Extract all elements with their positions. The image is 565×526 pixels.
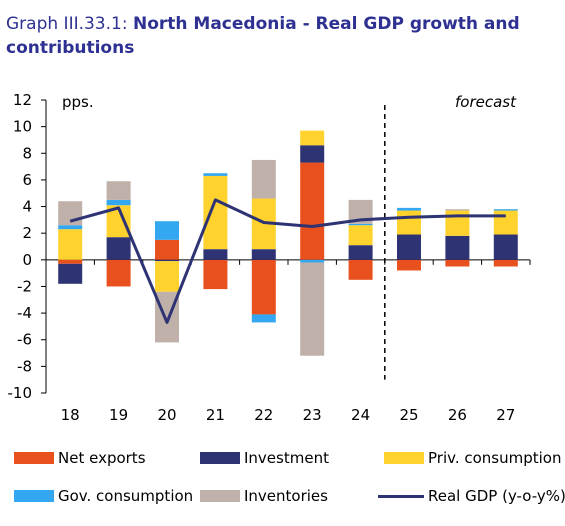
bar-investment bbox=[445, 235, 470, 260]
y-tick-label: 8 bbox=[22, 144, 32, 162]
y-tick-label: -6 bbox=[17, 331, 32, 349]
bar-gov-consumption bbox=[106, 199, 131, 206]
legend-swatch-priv-consumption bbox=[384, 452, 424, 464]
bar-inventories bbox=[300, 262, 325, 356]
y-tick-label: -2 bbox=[17, 277, 32, 295]
bar-investment bbox=[251, 249, 276, 260]
legend-label-priv-consumption: Priv. consumption bbox=[428, 449, 562, 467]
bar-priv-consumption bbox=[397, 210, 421, 235]
bar-gov-consumption bbox=[58, 225, 83, 230]
bar-investment bbox=[58, 263, 83, 284]
bar-gov-consumption bbox=[493, 209, 518, 211]
bar-net-exports bbox=[300, 162, 325, 260]
y-tick-label: -10 bbox=[8, 384, 33, 402]
bar-inventories bbox=[58, 201, 83, 226]
bar-investment bbox=[155, 259, 179, 262]
y-tick-label: -8 bbox=[17, 357, 32, 375]
x-tick-label: 24 bbox=[351, 406, 370, 424]
bar-gov-consumption bbox=[251, 314, 276, 323]
x-tick-label: 21 bbox=[206, 406, 225, 424]
x-tick-label: 18 bbox=[61, 406, 80, 424]
legend-label-investment: Investment bbox=[244, 449, 329, 467]
bar-gov-consumption bbox=[300, 259, 325, 263]
legend-item-inventories: Inventories bbox=[200, 485, 328, 507]
y-tick-label: 4 bbox=[22, 198, 32, 216]
bar-investment bbox=[397, 234, 421, 260]
bar-investment bbox=[106, 237, 131, 260]
legend-label-net-exports: Net exports bbox=[58, 449, 146, 467]
legend-swatch-gov-consumption bbox=[14, 490, 54, 502]
gdp-line-layer bbox=[69, 198, 506, 324]
chart-title: Graph III.33.1: North Macedonia - Real G… bbox=[6, 12, 556, 60]
bar-inventories bbox=[106, 181, 131, 200]
legend-swatch-real-gdp bbox=[378, 494, 424, 498]
bar-priv-consumption bbox=[300, 130, 325, 146]
bar-net-exports bbox=[155, 239, 179, 260]
real-gdp-line bbox=[69, 198, 506, 324]
x-tick-label: 22 bbox=[254, 406, 273, 424]
legend-item-priv-consumption: Priv. consumption bbox=[384, 447, 561, 469]
bar-investment bbox=[300, 145, 325, 163]
y-tick-label: 0 bbox=[22, 251, 32, 269]
bar-priv-consumption bbox=[493, 210, 518, 235]
legend-swatch-net-exports bbox=[14, 452, 54, 464]
legend-item-investment: Investment bbox=[200, 447, 329, 469]
bar-priv-consumption bbox=[203, 175, 228, 250]
y-tick-label: -4 bbox=[17, 304, 32, 322]
bar-priv-consumption bbox=[348, 225, 373, 246]
bar-net-exports bbox=[348, 259, 373, 280]
bar-net-exports bbox=[251, 259, 276, 315]
bar-gov-consumption bbox=[155, 221, 179, 240]
bar-investment bbox=[348, 245, 373, 260]
bar-investment bbox=[493, 234, 518, 260]
bar-priv-consumption bbox=[155, 261, 179, 292]
bar-investment bbox=[203, 249, 228, 260]
legend-item-gov-consumption: Gov. consumption bbox=[14, 485, 193, 507]
x-tick-label: 19 bbox=[109, 406, 128, 424]
x-tick-label: 23 bbox=[303, 406, 322, 424]
bar-net-exports bbox=[58, 259, 83, 264]
bar-inventories bbox=[445, 209, 470, 211]
y-axis-label: pps. bbox=[62, 93, 94, 111]
x-tick-label: 26 bbox=[448, 406, 467, 424]
legend-item-real-gdp: Real GDP (y-o-y%) bbox=[378, 485, 565, 507]
y-tick-label: 12 bbox=[13, 91, 32, 109]
bar-gov-consumption bbox=[348, 223, 373, 226]
graph-title: North Macedonia - Real GDP growth and co… bbox=[6, 14, 520, 58]
y-tick-label: 10 bbox=[13, 118, 32, 136]
bar-net-exports bbox=[445, 259, 470, 267]
bar-inventories bbox=[251, 159, 276, 199]
bar-inventories bbox=[348, 199, 373, 224]
legend-swatch-investment bbox=[200, 452, 240, 464]
bar-net-exports bbox=[397, 259, 421, 271]
bars bbox=[58, 130, 518, 356]
bar-net-exports bbox=[493, 259, 518, 267]
bar-net-exports bbox=[106, 259, 131, 287]
x-tick-label: 20 bbox=[157, 406, 176, 424]
forecast-label: forecast bbox=[455, 93, 517, 111]
y-tick-label: 6 bbox=[22, 171, 32, 189]
legend-label-gov-consumption: Gov. consumption bbox=[58, 487, 194, 505]
x-tick-label: 27 bbox=[496, 406, 515, 424]
legend-item-net-exports: Net exports bbox=[14, 447, 146, 469]
y-tick-label: 2 bbox=[22, 224, 32, 242]
legend-label-real-gdp: Real GDP (y-o-y%) bbox=[428, 487, 565, 505]
legend-swatch-inventories bbox=[200, 490, 240, 502]
bar-priv-consumption bbox=[58, 229, 83, 260]
bar-gov-consumption bbox=[203, 173, 228, 176]
x-tick-label: 25 bbox=[399, 406, 418, 424]
bar-gov-consumption bbox=[397, 207, 421, 211]
bar-net-exports bbox=[203, 259, 228, 290]
legend: Net exports Investment Priv. consumption… bbox=[0, 444, 565, 514]
legend-label-inventories: Inventories bbox=[244, 487, 328, 505]
graph-number: Graph III.33.1: bbox=[6, 14, 133, 34]
bar-priv-consumption bbox=[445, 210, 470, 236]
